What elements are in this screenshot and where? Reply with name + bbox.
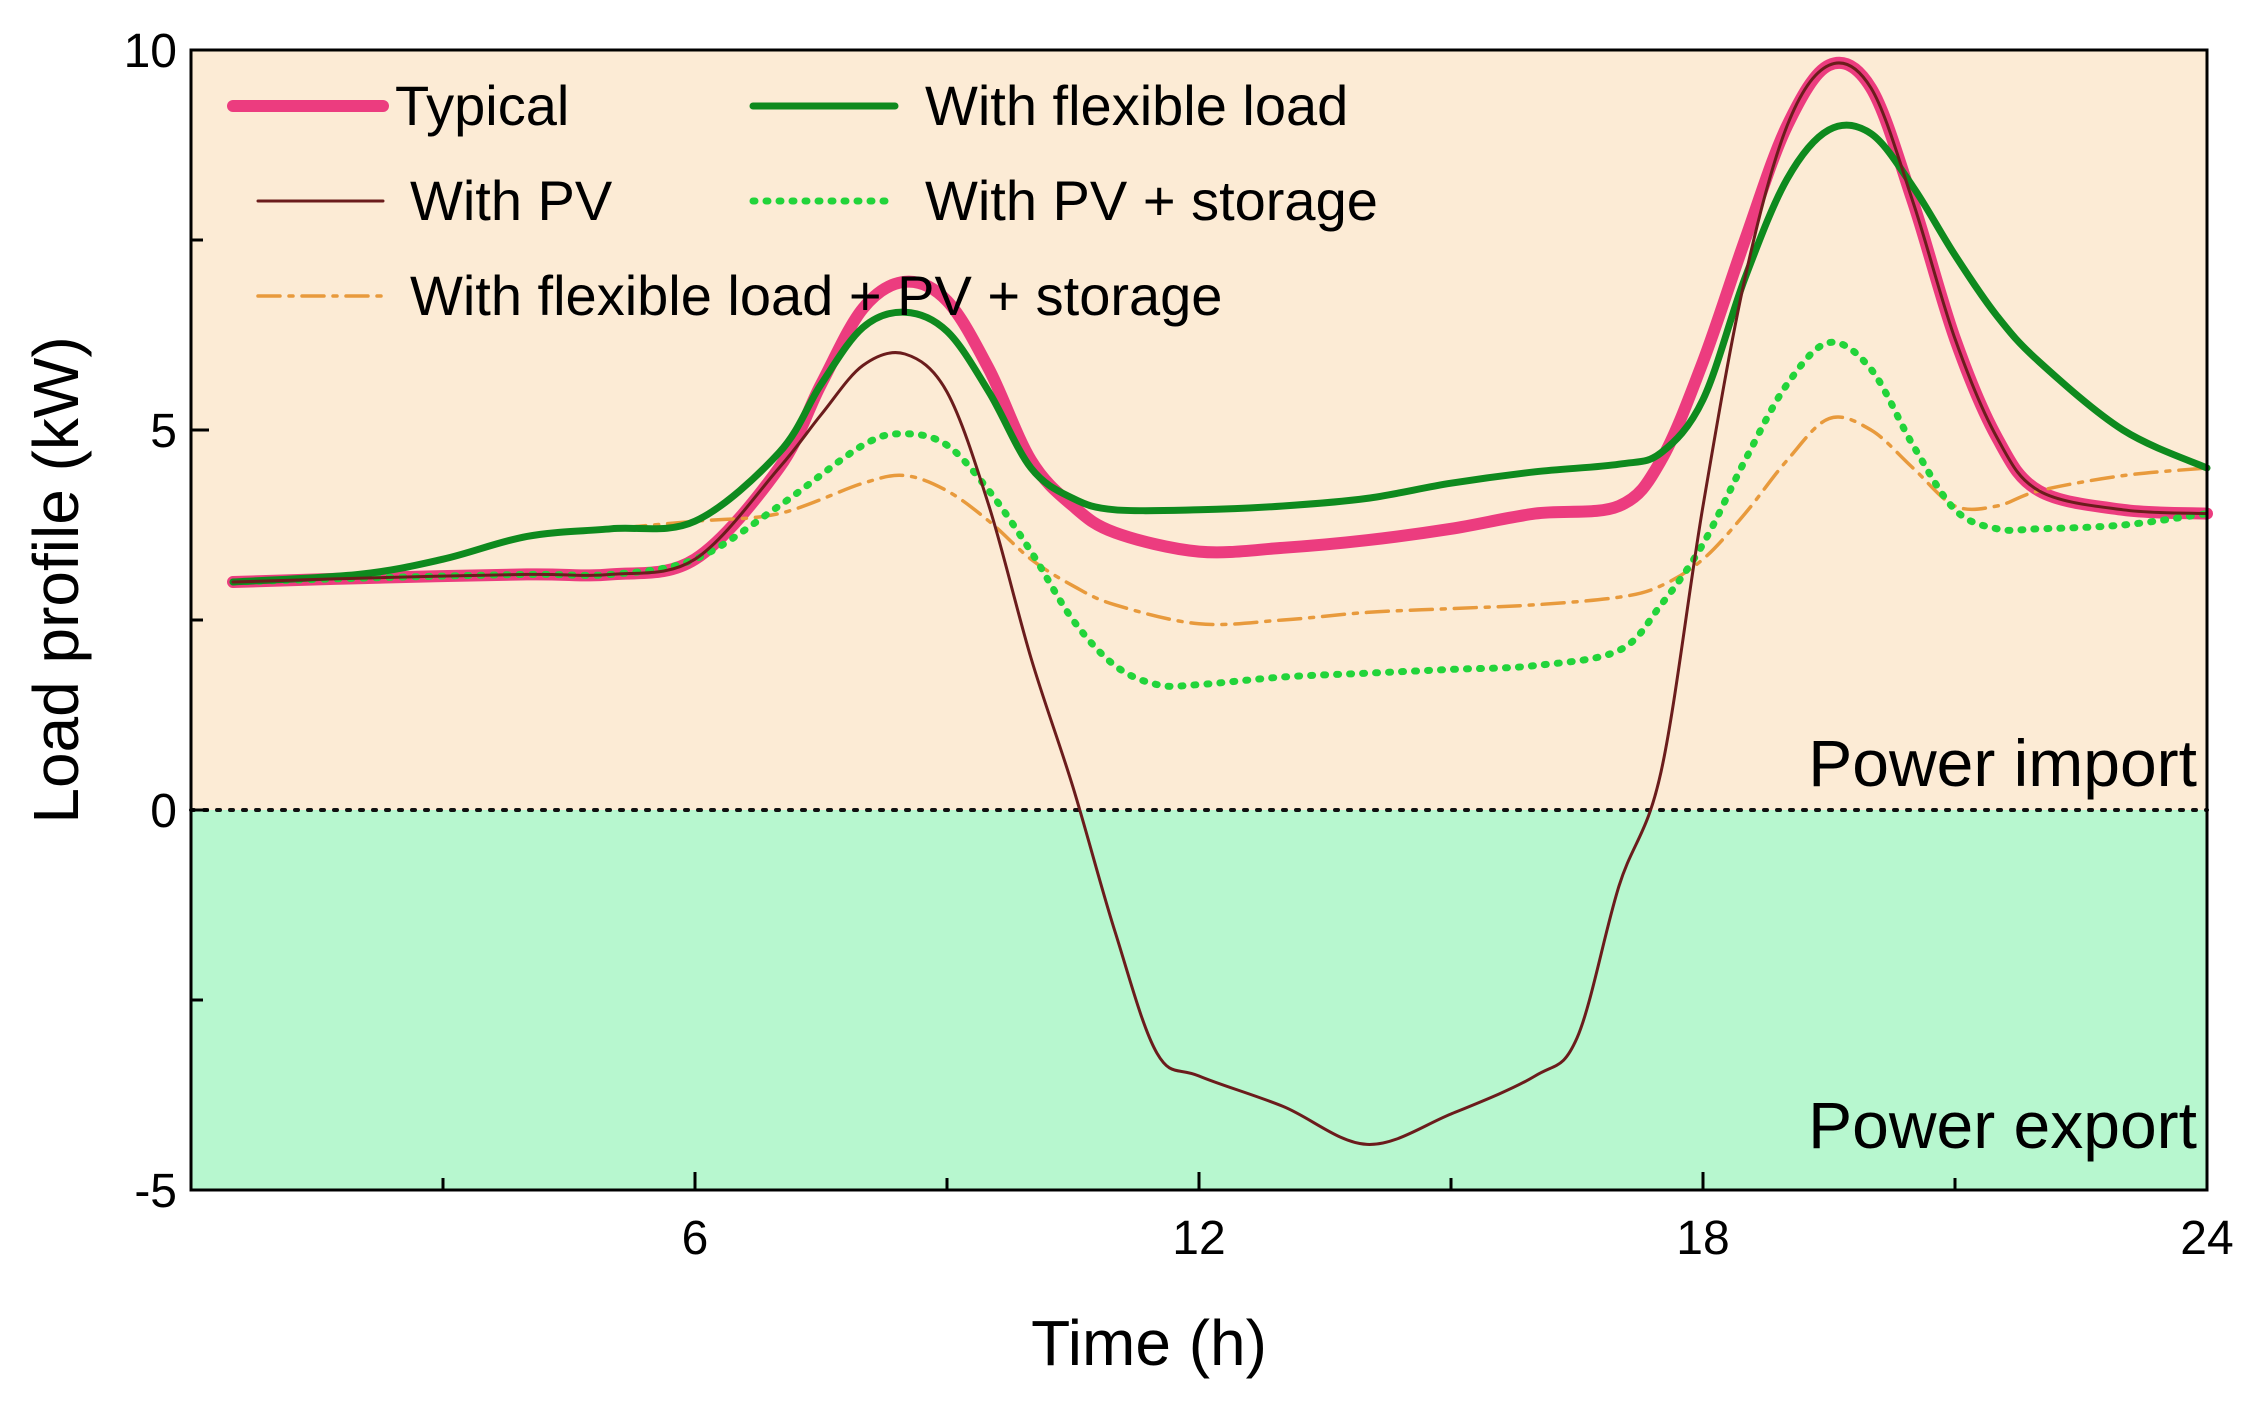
- region-label-power-export: Power export: [1808, 1088, 2197, 1162]
- x-tick-label: 24: [2180, 1212, 2233, 1265]
- y-axis-label: Load profile (kW): [20, 336, 92, 823]
- legend: Typical With flexible load With PV With PV …: [227, 74, 1378, 327]
- region-power-export: [191, 810, 2207, 1190]
- legend-label-with-pv-storage: With PV + storage: [925, 169, 1378, 232]
- series-line-with-flexible-load-pv-storage: [231, 415, 2209, 627]
- axes-layer: [189, 48, 2209, 1192]
- y-tick-label: 5: [150, 405, 177, 458]
- y-tick-label: -5: [134, 1165, 177, 1218]
- region-label-power-import: Power import: [1808, 726, 2197, 800]
- series-layer: [227, 56, 2213, 1146]
- x-tick-label: 12: [1172, 1212, 1225, 1265]
- legend-label-with-pv: With PV: [410, 169, 613, 232]
- x-tick-label: 6: [682, 1212, 709, 1265]
- legend-label-with-flexible-load-pv-storage: With flexible load + PV + storage: [410, 264, 1222, 327]
- series-line-with-flexible-load: [229, 121, 2211, 586]
- labels-layer: 6 12 18 24 10 5 0 -5 Time (h) Load profile (kW) Po…: [20, 25, 2234, 1379]
- legend-label-with-flexible-load: With flexible load: [925, 74, 1348, 137]
- series-line-with-pv-storage: [229, 338, 2211, 690]
- series-line-with-pv: [231, 61, 2209, 1146]
- x-tick-label: 18: [1676, 1212, 1729, 1265]
- legend-label-typical: Typical: [395, 74, 569, 137]
- x-axis-label: Time (h): [1031, 1307, 1267, 1379]
- y-tick-label: 0: [150, 785, 177, 838]
- y-tick-label: 10: [124, 25, 177, 78]
